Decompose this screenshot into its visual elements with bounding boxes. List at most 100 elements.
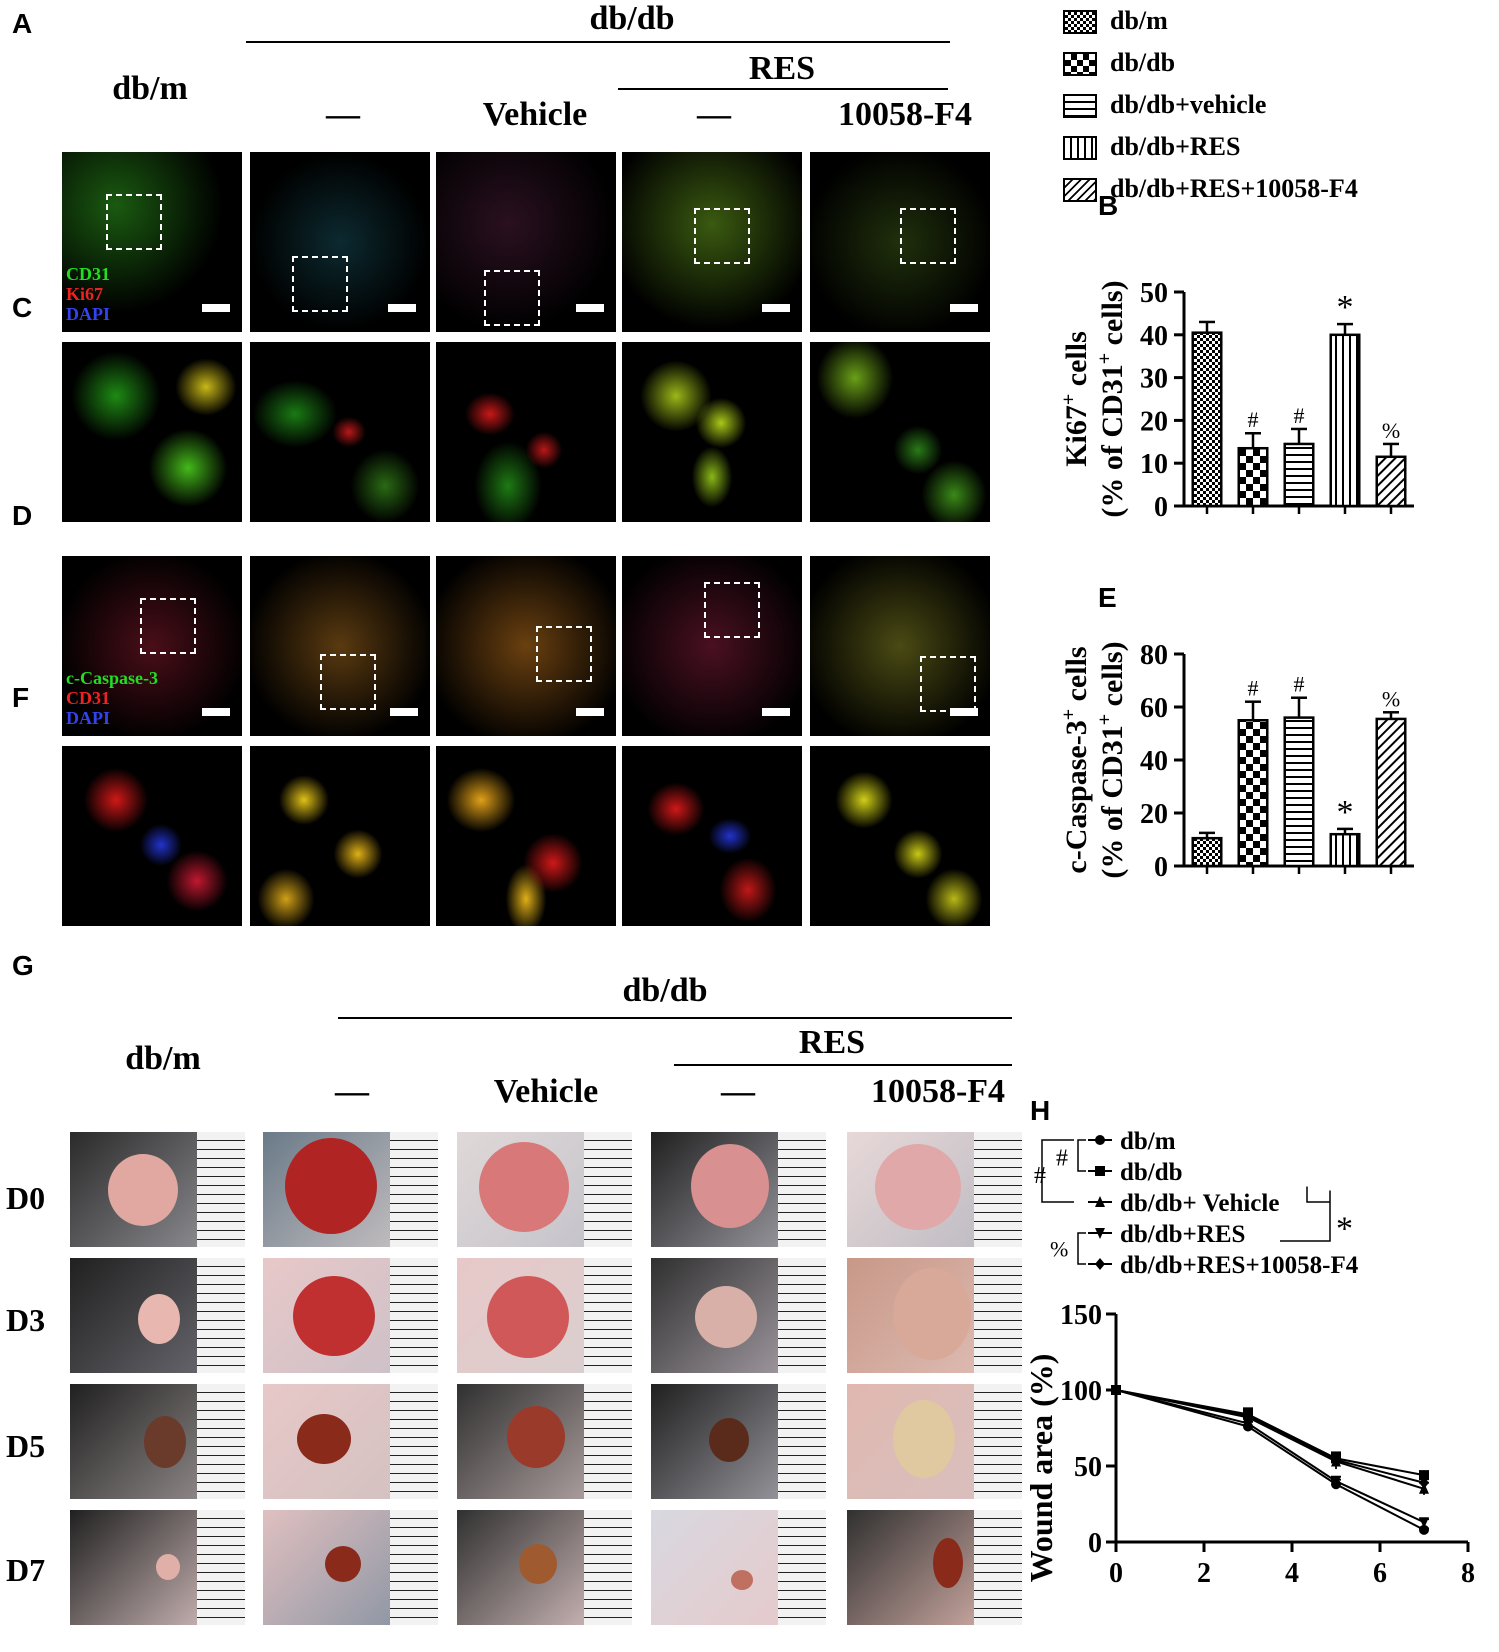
roi-box [900, 208, 956, 264]
roi-box [536, 626, 592, 682]
bottom-group-line [338, 1017, 1012, 1019]
series-line [1115, 1389, 1425, 1524]
stain-label-dapi: DAPI [66, 708, 110, 728]
micrograph-f-dbdb [250, 746, 430, 926]
wound-area [731, 1570, 753, 1590]
wound-photo-dbm-d0 [70, 1132, 245, 1247]
data-point [1419, 1470, 1429, 1481]
y-axis-label-2: (% of CD31+ cells) [1094, 280, 1129, 517]
bar [1375, 455, 1407, 508]
bar [1191, 331, 1223, 508]
y-axis-label: Ki67+ cells [1058, 331, 1093, 467]
wound-photo-res-10058-d5 [847, 1384, 1022, 1499]
top-col-2: Vehicle [482, 96, 588, 133]
bottom-group-header: db/db [622, 972, 708, 1009]
data-point [1419, 1517, 1429, 1529]
significance-mark: % [1382, 418, 1400, 443]
data-point [1419, 1476, 1429, 1489]
wound-photo-vehicle-d5 [457, 1384, 632, 1499]
legend-label-dbdb: db/db [1110, 48, 1176, 77]
scale-bar [390, 708, 418, 716]
significance-mark: # [1034, 1163, 1046, 1189]
chart-e: 0 20 40 60 80 # # *% c-Caspase-3+ cells (% of CD3… [1050, 610, 1480, 945]
bottom-col-3: — [721, 1073, 755, 1110]
micrograph-a-res-10058 [810, 152, 990, 332]
roi-box [920, 656, 976, 712]
wound-photo-dbdb-d3 [263, 1258, 438, 1373]
roi-box [140, 598, 196, 654]
legend-label-vehicle: db/db+vehicle [1110, 90, 1267, 119]
y-tick-label: 0 [1154, 852, 1168, 883]
top-dbm-header: db/m [112, 70, 188, 107]
micrograph-c-res-10058 [810, 342, 990, 522]
chart-b-svg: 0 10 20 30 40 50 # # *% Ki67+ cells(% of CD31+ ce… [1058, 278, 1414, 523]
significance-mark: * [1337, 289, 1354, 326]
y-tick-label: 60 [1140, 693, 1168, 724]
y-tick-label: 0 [1154, 492, 1168, 523]
wound-photo-dbm-d3 [70, 1258, 245, 1373]
wound-photo-res-10058-d0 [847, 1132, 1022, 1247]
legend-label: db/db+RES [1120, 1221, 1245, 1248]
legend-label: db/m [1120, 1128, 1176, 1155]
y-tick-label: 50 [1140, 278, 1168, 309]
legend-swatch-dbm [1063, 10, 1097, 34]
ruler [197, 1258, 245, 1373]
wound-area [138, 1294, 180, 1344]
micrograph-c-vehicle [436, 342, 616, 522]
legend-marker [1095, 1196, 1105, 1207]
bottom-dbm-header: db/m [125, 1040, 201, 1077]
bracket [1280, 1186, 1331, 1242]
wound-area [156, 1554, 180, 1580]
top-col-1: — [326, 96, 360, 133]
x-tick-label: 0 [1109, 1558, 1123, 1589]
roi-box [704, 582, 760, 638]
bar [1329, 832, 1361, 868]
ruler [584, 1510, 632, 1625]
micrograph-f-res-10058 [810, 746, 990, 926]
legend-label: db/db [1120, 1159, 1183, 1186]
y-tick-label: 20 [1140, 799, 1168, 830]
bar [1237, 446, 1269, 508]
bar [1283, 716, 1315, 868]
micrograph-d-dbdb [250, 556, 430, 736]
scale-bar [202, 304, 230, 312]
y-tick-label: 40 [1140, 746, 1168, 777]
micrograph-a-dbdb [250, 152, 430, 332]
micrograph-c-res [622, 342, 802, 522]
significance-mark: # [1294, 672, 1305, 697]
wound-photo-res-10058-d7 [847, 1510, 1022, 1625]
stain-label-ccaspase3: c-Caspase-3 [66, 668, 158, 688]
wound-area [893, 1268, 971, 1360]
series-line [1115, 1389, 1425, 1484]
micrograph-f-dbm [62, 746, 242, 926]
data-point [1111, 1384, 1121, 1396]
wound-area [695, 1286, 757, 1348]
ruler [584, 1258, 632, 1373]
y-tick-label: 30 [1140, 364, 1168, 395]
chart-e-svg: 0 20 40 60 80 # # *% c-Caspase-3+ cells(% of CD3… [1058, 640, 1414, 883]
day-label-d0: D0 [6, 1180, 46, 1216]
micrograph-d-res-10058 [810, 556, 990, 736]
x-tick-label: 6 [1373, 1558, 1387, 1589]
legend-label-res: db/db+RES [1110, 132, 1241, 161]
scale-bar [388, 304, 416, 312]
bar [1329, 333, 1361, 508]
data-point [1243, 1409, 1253, 1422]
micrograph-c-dbm [62, 342, 242, 522]
stain-label-cd31: CD31 [66, 264, 110, 284]
y-tick-label: 10 [1140, 449, 1168, 480]
x-tick-label: 8 [1461, 1558, 1475, 1589]
significance-mark: # [1248, 407, 1259, 432]
top-res-header: RES [748, 50, 816, 87]
scale-bar [202, 708, 230, 716]
significance-mark: # [1056, 1146, 1068, 1172]
day-label-d3: D3 [6, 1302, 46, 1338]
x-tick-label: 2 [1197, 1558, 1211, 1589]
significance-mark: * [1337, 794, 1354, 831]
wound-photo-res-10058-d3 [847, 1258, 1022, 1373]
ruler [974, 1258, 1022, 1373]
bar [1191, 836, 1223, 868]
ruler [197, 1510, 245, 1625]
top-group-line [246, 41, 950, 43]
micrograph-d-dbm: c-Caspase-3 CD31 DAPI [62, 556, 242, 736]
